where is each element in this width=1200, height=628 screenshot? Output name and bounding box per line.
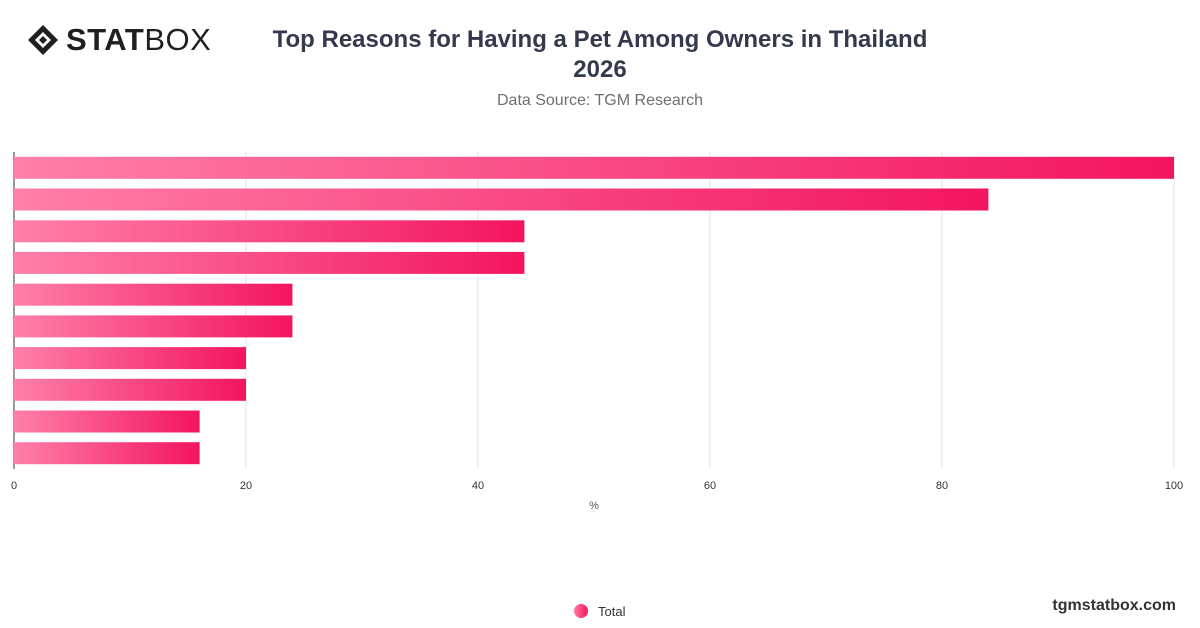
logo-wordmark-light: BOX [144,22,212,57]
bar[interactable] [14,156,1174,179]
bar[interactable] [14,188,989,211]
bar[interactable] [14,315,293,338]
x-axis-title: % [589,500,599,512]
x-tick-label: 60 [704,480,716,492]
bar[interactable] [14,347,246,370]
bar[interactable] [14,251,525,274]
x-tick-label: 40 [472,480,484,492]
legend[interactable]: Total [574,602,625,620]
bar[interactable] [14,442,200,465]
x-tick-label: 100 [1165,480,1183,492]
bar[interactable] [14,378,246,401]
legend-label: Total [598,603,626,619]
chart-title: Top Reasons for Having a Pet Among Owner… [272,26,928,83]
logo-wordmark: STATBOX [66,22,211,58]
legend-marker [574,604,588,618]
bar[interactable] [14,410,200,433]
bar[interactable] [14,283,293,306]
footer-url[interactable]: tgmstatbox.com [1052,597,1176,614]
x-tick-label: 0 [11,480,17,492]
bar[interactable] [14,220,525,243]
logo-wordmark-bold: STAT [66,22,145,57]
x-axis-ticks: 0 20 40 60 80 100 [11,480,1183,492]
x-tick-label: 80 [936,480,948,492]
bars [14,156,1174,465]
x-tick-label: 20 [240,480,252,492]
statbox-logo: STATBOX [26,22,211,58]
diamond-logo-icon [28,25,58,55]
chart-subtitle: Data Source: TGM Research [496,92,703,109]
